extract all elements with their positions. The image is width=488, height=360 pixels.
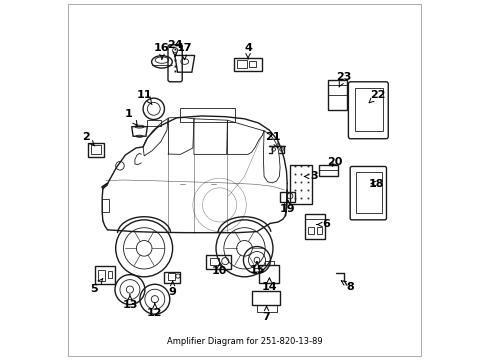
- Text: Amplifier Diagram for 251-820-13-89: Amplifier Diagram for 251-820-13-89: [166, 337, 322, 346]
- Bar: [163, 272, 180, 283]
- Text: 16: 16: [154, 43, 169, 59]
- Text: 24: 24: [167, 40, 183, 56]
- Bar: [180, 108, 234, 122]
- Bar: [280, 192, 294, 202]
- Text: 18: 18: [367, 179, 383, 189]
- Text: 15: 15: [249, 262, 264, 275]
- Text: 14: 14: [261, 278, 277, 292]
- Text: 4: 4: [244, 43, 251, 59]
- Text: 19: 19: [280, 201, 295, 214]
- Text: 5: 5: [90, 279, 102, 293]
- Bar: [354, 88, 382, 131]
- Text: 8: 8: [341, 281, 354, 292]
- Bar: [252, 291, 280, 305]
- Bar: [236, 60, 246, 68]
- Bar: [319, 165, 337, 176]
- Text: 11: 11: [137, 90, 152, 105]
- Bar: [233, 58, 261, 71]
- Bar: [146, 120, 161, 126]
- Text: 17: 17: [176, 43, 191, 60]
- Text: 21: 21: [264, 132, 280, 148]
- Text: 9: 9: [168, 281, 176, 297]
- Bar: [107, 271, 112, 278]
- Bar: [307, 227, 313, 234]
- Text: 12: 12: [147, 303, 162, 319]
- Text: 6: 6: [316, 220, 329, 229]
- Text: 22: 22: [368, 90, 385, 103]
- Bar: [305, 214, 324, 239]
- Bar: [289, 165, 311, 204]
- Text: 23: 23: [336, 72, 351, 87]
- Bar: [209, 257, 219, 265]
- Bar: [316, 227, 322, 234]
- Bar: [168, 273, 175, 280]
- Bar: [258, 265, 279, 283]
- Text: 1: 1: [125, 109, 137, 125]
- Bar: [98, 270, 105, 281]
- Text: 7: 7: [262, 306, 270, 322]
- Text: 3: 3: [304, 171, 317, 181]
- Bar: [327, 80, 346, 109]
- Text: 13: 13: [122, 295, 137, 310]
- Text: 2: 2: [82, 132, 95, 146]
- Text: 10: 10: [211, 263, 227, 276]
- Text: 20: 20: [327, 157, 342, 167]
- Bar: [95, 266, 114, 284]
- Bar: [248, 61, 255, 67]
- Bar: [206, 255, 230, 269]
- Bar: [355, 172, 381, 213]
- Bar: [102, 198, 109, 212]
